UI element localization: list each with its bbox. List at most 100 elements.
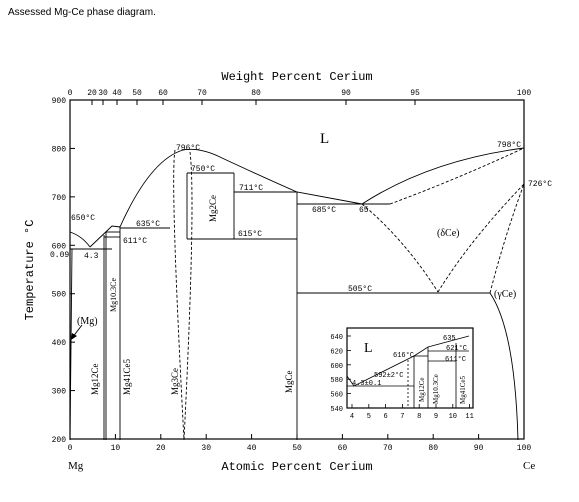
- top-tick-label: 70: [197, 89, 207, 98]
- gamma-ce-boundary: [489, 292, 519, 441]
- left-tick-label: 400: [52, 339, 67, 348]
- label-650: 650°C: [71, 214, 95, 223]
- label-611: 611°C: [123, 237, 147, 246]
- top-tick-label: 0: [68, 89, 73, 98]
- inset-x-axis-ticks: 4 5 6 7 8 9 10 11: [350, 404, 474, 421]
- inset-x-tick-label: 10: [449, 413, 457, 421]
- delta-dashed-left: [361, 203, 439, 293]
- dashed-boundaries: [173, 147, 525, 441]
- bottom-axis-title: Atomic Percent Cerium: [221, 460, 372, 474]
- figure-caption: Assessed Mg-Ce phase diagram.: [8, 7, 156, 18]
- label-43: 4.3: [84, 252, 99, 261]
- delta-ce-label: (δCe): [437, 228, 459, 239]
- top-tick-label: 95: [410, 89, 420, 98]
- top-tick-label: 100: [517, 89, 532, 98]
- inset-x-tick-label: 6: [383, 413, 387, 421]
- mg3ce-dashed-left: [173, 149, 185, 441]
- left-tick-label: 900: [52, 97, 67, 106]
- bottom-tick-label: 20: [156, 444, 166, 453]
- inset-liquid-label: L: [364, 341, 373, 356]
- top-tick-label: 90: [341, 89, 351, 98]
- gamma-dashed: [489, 183, 525, 294]
- inset-x-tick-label: 7: [400, 413, 404, 421]
- inset-x-tick-label: 8: [417, 413, 421, 421]
- phase-boundaries: [69, 147, 525, 441]
- inset-label-616: 616°C: [393, 351, 414, 360]
- bottom-tick-label: 0: [68, 444, 73, 453]
- label-685: 685°C: [312, 206, 336, 215]
- inset-y-axis-ticks: 540 560 580 600 620 640: [330, 334, 351, 414]
- inset-label-635: 635: [443, 335, 456, 343]
- inset-label-592: 592±2°C: [374, 371, 403, 380]
- left-tick-label: 700: [52, 194, 67, 203]
- left-axis-title: Temperature °C: [23, 220, 37, 321]
- top-tick-label: 20: [87, 89, 97, 98]
- liquidus-mg-side: [69, 231, 91, 248]
- inset-label-611: 611°C: [445, 355, 466, 364]
- delta-dashed-right: [437, 183, 525, 293]
- inset-y-tick-label: 640: [330, 334, 343, 342]
- bottom-tick-label: 10: [111, 444, 121, 453]
- mg103ce-label: Mg10.3Ce: [109, 278, 118, 312]
- top-axis-title: Weight Percent Cerium: [221, 70, 372, 84]
- label-711: 711°C: [239, 184, 263, 193]
- mg-solid-boundary: [69, 248, 73, 441]
- inset-y-tick-label: 620: [330, 348, 343, 356]
- bottom-tick-label: 30: [201, 444, 211, 453]
- label-796: 796°C: [176, 144, 200, 153]
- element-ce-label: Ce: [523, 460, 535, 472]
- inset-mg41ce5-label: Mg41Ce5: [459, 376, 467, 405]
- arrow-head: [71, 333, 77, 340]
- liquidus-low-ce: [89, 225, 121, 248]
- top-tick-label: 80: [251, 89, 261, 98]
- element-mg-label: Mg: [68, 460, 84, 472]
- bottom-tick-label: 50: [292, 444, 302, 453]
- label-505: 505°C: [348, 285, 372, 294]
- left-tick-label: 600: [52, 242, 67, 251]
- ce-liquidus-dashed: [389, 147, 525, 205]
- label-65: 65: [359, 206, 369, 215]
- mgce-label: MgCe: [284, 370, 294, 393]
- inset-x-tick-label: 11: [465, 413, 473, 421]
- top-tick-label: 30: [98, 89, 108, 98]
- label-750: 750°C: [191, 165, 215, 174]
- bottom-tick-label: 90: [474, 444, 484, 453]
- label-635: 635°C: [136, 220, 160, 229]
- mg41ce5-label: Mg41Ce5: [122, 359, 132, 396]
- top-tick-label: 50: [132, 89, 142, 98]
- inset-frame: [346, 327, 474, 409]
- inset-x-tick-label: 9: [434, 413, 438, 421]
- inset-diagram: 540 560 580 600 620 640 4 5 6 7 8 9 10 11 L 635 621°…: [330, 327, 474, 421]
- top-axis-ticks: 0 20 30 40 50 60 70 80 90 95 100: [68, 89, 532, 105]
- liquidus-main: [119, 148, 363, 228]
- label-798: 798°C: [497, 141, 521, 150]
- liquidus-ce-side: [361, 147, 525, 205]
- inset-label-43: 4.3±0.1: [352, 380, 381, 388]
- inset-x-tick-label: 5: [367, 413, 371, 421]
- bottom-tick-label: 70: [383, 444, 393, 453]
- mg12ce-label: Mg12Ce: [90, 363, 100, 395]
- inset-mg103ce-label: Mg10.3Ce: [432, 374, 440, 404]
- left-axis-ticks: 200 300 400 500 600 700 800 900: [52, 97, 75, 445]
- top-tick-label: 60: [158, 89, 168, 98]
- bottom-tick-label: 100: [517, 444, 532, 453]
- left-tick-label: 200: [52, 436, 67, 445]
- mg-phase-label: (Mg): [77, 316, 98, 327]
- bottom-tick-label: 40: [247, 444, 257, 453]
- inset-y-tick-label: 580: [330, 377, 343, 385]
- inset-x-tick-label: 4: [350, 413, 354, 421]
- gamma-ce-label: (γCe): [494, 289, 516, 300]
- bottom-tick-label: 80: [428, 444, 438, 453]
- top-tick-label: 40: [112, 89, 122, 98]
- label-726: 726°C: [528, 180, 552, 189]
- liquid-label: L: [320, 131, 329, 147]
- inset-label-621: 621°C: [446, 344, 467, 353]
- inset-boundaries: [346, 335, 470, 408]
- left-tick-label: 300: [52, 388, 67, 397]
- left-tick-label: 800: [52, 145, 67, 154]
- bottom-axis-ticks: 0 10 20 30 40 50 60 70 80 90 100: [68, 434, 532, 453]
- mg2ce-label: Mg2Ce: [208, 195, 218, 222]
- mg3ce-dashed-right: [183, 151, 193, 441]
- left-tick-label: 500: [52, 291, 67, 300]
- bottom-tick-label: 60: [338, 444, 348, 453]
